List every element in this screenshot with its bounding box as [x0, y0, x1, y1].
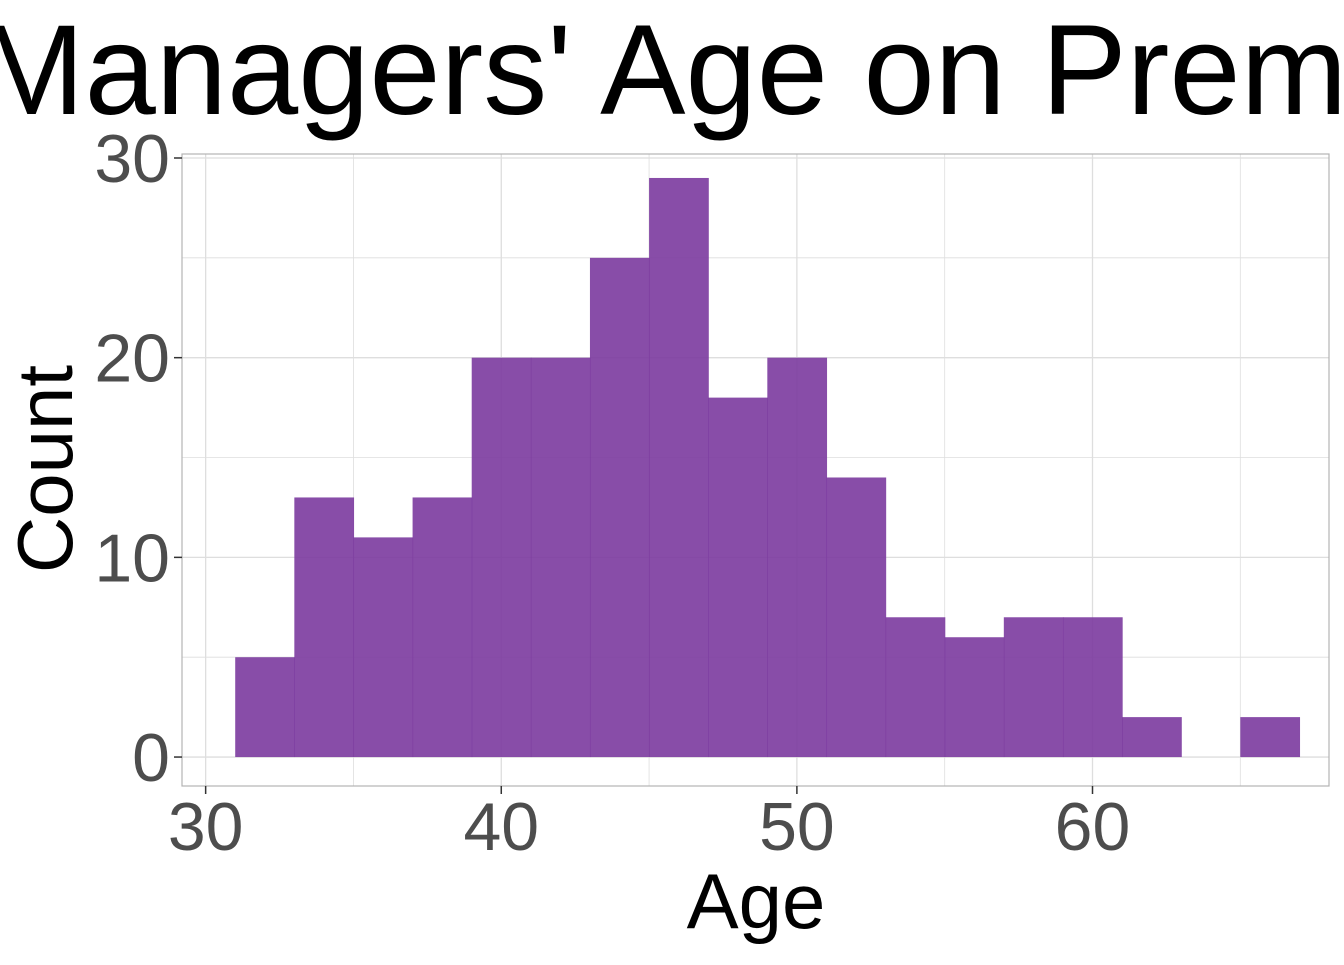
x-tick-label: 50 [759, 789, 835, 865]
y-axis-label: Count [1, 365, 89, 573]
histogram-bar [944, 637, 1005, 758]
histogram-bar [353, 537, 414, 758]
histogram-bar [1122, 717, 1182, 758]
bars-layer [235, 177, 1301, 758]
histogram-bar [708, 397, 768, 758]
histogram-bar [1003, 617, 1064, 758]
y-axis: 0 10 20 30 [94, 121, 182, 796]
panel-border [181, 153, 1330, 787]
histogram-bar [885, 617, 946, 758]
x-tick-label: 30 [168, 789, 244, 865]
histogram-bar [294, 497, 355, 758]
y-tick-label: 20 [94, 321, 170, 397]
histogram-bar [235, 657, 295, 758]
histogram-bar [649, 177, 709, 758]
chart-title: Managers' Age on Prem [0, 0, 1344, 142]
y-tick-label: 30 [94, 121, 170, 197]
x-tick-label: 40 [463, 789, 539, 865]
histogram-bar [767, 357, 828, 758]
histogram-bar [471, 357, 532, 758]
histogram-bar [1062, 617, 1123, 758]
histogram-bar [1240, 717, 1301, 758]
histogram-bar [826, 477, 887, 758]
y-tick-label: 0 [132, 720, 170, 796]
x-tick-label: 60 [1055, 789, 1131, 865]
x-axis-label: Age [687, 857, 826, 945]
y-tick-label: 10 [94, 520, 170, 596]
histogram-bar [589, 257, 650, 758]
histogram-bar [412, 497, 473, 758]
histogram-bar [530, 357, 591, 758]
x-axis: 30 40 50 60 [168, 786, 1130, 865]
